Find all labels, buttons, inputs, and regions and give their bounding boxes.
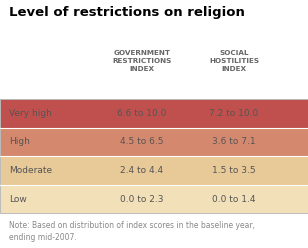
Text: 4.5 to 6.5: 4.5 to 6.5 (120, 137, 164, 147)
Bar (0, 99, 308, 128)
Bar (0, 156, 308, 185)
Text: GOVERNMENT
RESTRICTIONS
INDEX: GOVERNMENT RESTRICTIONS INDEX (112, 50, 171, 72)
Text: SOCIAL
HOSTILITIES
INDEX: SOCIAL HOSTILITIES INDEX (209, 50, 259, 72)
Text: 0.0 to 2.3: 0.0 to 2.3 (120, 194, 164, 204)
Text: Note: Based on distribution of index scores in the baseline year,
ending mid-200: Note: Based on distribution of index sco… (9, 221, 255, 242)
Text: 6.6 to 10.0: 6.6 to 10.0 (117, 109, 166, 118)
Text: High: High (9, 137, 30, 147)
Text: 1.5 to 3.5: 1.5 to 3.5 (212, 166, 256, 175)
Text: 0.0 to 1.4: 0.0 to 1.4 (212, 194, 256, 204)
Text: Level of restrictions on religion: Level of restrictions on religion (9, 6, 245, 19)
Text: 3.6 to 7.1: 3.6 to 7.1 (212, 137, 256, 147)
Text: Low: Low (9, 194, 27, 204)
Bar (0, 185, 308, 213)
Bar (0, 128, 308, 156)
Text: 2.4 to 4.4: 2.4 to 4.4 (120, 166, 163, 175)
Text: Moderate: Moderate (9, 166, 52, 175)
Bar (0, 99, 308, 213)
Text: 7.2 to 10.0: 7.2 to 10.0 (209, 109, 259, 118)
Text: Very high: Very high (9, 109, 52, 118)
